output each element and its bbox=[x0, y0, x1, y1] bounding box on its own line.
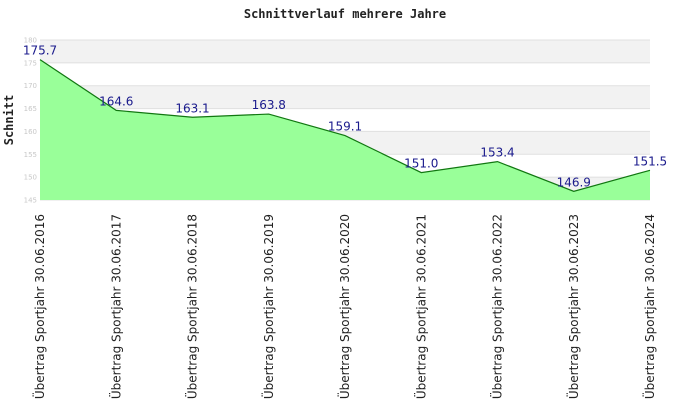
data-label: 153.4 bbox=[480, 146, 514, 160]
y-tick-label: 145 bbox=[24, 197, 37, 205]
x-tick-label: Übertrag Sportjahr 30.06.2021 bbox=[412, 214, 428, 399]
x-tick-label: Übertrag Sportjahr 30.06.2019 bbox=[260, 214, 276, 399]
y-axis-label: Schnitt bbox=[2, 95, 16, 146]
chart-title: Schnittverlauf mehrere Jahre bbox=[244, 7, 446, 21]
data-label: 146.9 bbox=[557, 175, 591, 189]
y-tick-label: 175 bbox=[24, 59, 37, 67]
data-label: 159.1 bbox=[328, 120, 362, 134]
y-axis-ticks: 145 150 155 160 165 170 175 180 bbox=[24, 37, 37, 205]
series-fill bbox=[40, 59, 650, 201]
x-tick-label: Übertrag Sportjahr 30.06.2017 bbox=[107, 214, 123, 399]
x-tick-label: Übertrag Sportjahr 30.06.2023 bbox=[565, 214, 581, 399]
y-tick-label: 155 bbox=[24, 151, 37, 159]
data-label: 163.8 bbox=[252, 98, 286, 112]
y-tick-label: 160 bbox=[24, 128, 37, 136]
data-label: 163.1 bbox=[175, 101, 209, 115]
x-tick-label: Übertrag Sportjahr 30.06.2020 bbox=[336, 214, 352, 399]
data-label: 151.0 bbox=[404, 157, 438, 171]
data-label: 164.6 bbox=[99, 94, 133, 108]
x-tick-label: Übertrag Sportjahr 30.06.2022 bbox=[489, 214, 505, 399]
grid-band bbox=[40, 85, 650, 109]
y-tick-label: 150 bbox=[24, 174, 37, 182]
series-area bbox=[39, 59, 651, 201]
data-label: 151.5 bbox=[633, 154, 667, 168]
x-tick-label: Übertrag Sportjahr 30.06.2018 bbox=[184, 214, 200, 399]
data-label: 175.7 bbox=[23, 44, 57, 58]
y-tick-label: 170 bbox=[24, 82, 37, 90]
x-axis-ticks: Übertrag Sportjahr 30.06.2016 Übertrag Sp… bbox=[31, 214, 657, 399]
y-tick-label: 180 bbox=[24, 37, 37, 45]
x-tick-label: Übertrag Sportjahr 30.06.2024 bbox=[641, 214, 657, 399]
series-line bbox=[39, 59, 651, 192]
x-tick-label: Übertrag Sportjahr 30.06.2016 bbox=[31, 214, 47, 399]
y-tick-label: 165 bbox=[24, 105, 37, 113]
grid-band bbox=[40, 40, 650, 63]
data-points: 175.7 164.6 163.1 163.8 159.1 151.0 153.4 146.9… bbox=[23, 44, 667, 190]
